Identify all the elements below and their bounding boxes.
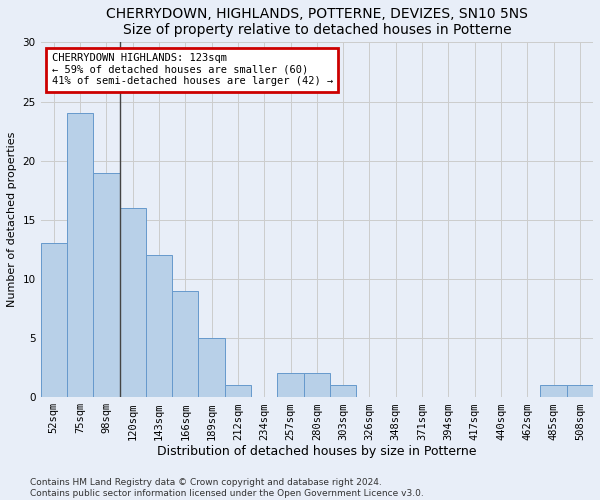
Bar bbox=[93, 172, 119, 397]
Bar bbox=[541, 386, 567, 397]
Bar bbox=[199, 338, 225, 397]
Bar bbox=[172, 290, 199, 397]
Bar bbox=[304, 374, 330, 397]
Bar bbox=[330, 386, 356, 397]
X-axis label: Distribution of detached houses by size in Potterne: Distribution of detached houses by size … bbox=[157, 445, 476, 458]
Y-axis label: Number of detached properties: Number of detached properties bbox=[7, 132, 17, 308]
Title: CHERRYDOWN, HIGHLANDS, POTTERNE, DEVIZES, SN10 5NS
Size of property relative to : CHERRYDOWN, HIGHLANDS, POTTERNE, DEVIZES… bbox=[106, 7, 528, 37]
Bar bbox=[146, 256, 172, 397]
Bar bbox=[119, 208, 146, 397]
Bar bbox=[67, 114, 93, 397]
Bar bbox=[41, 244, 67, 397]
Bar bbox=[225, 386, 251, 397]
Bar bbox=[567, 386, 593, 397]
Text: Contains HM Land Registry data © Crown copyright and database right 2024.
Contai: Contains HM Land Registry data © Crown c… bbox=[30, 478, 424, 498]
Text: CHERRYDOWN HIGHLANDS: 123sqm
← 59% of detached houses are smaller (60)
41% of se: CHERRYDOWN HIGHLANDS: 123sqm ← 59% of de… bbox=[52, 53, 333, 86]
Bar bbox=[277, 374, 304, 397]
